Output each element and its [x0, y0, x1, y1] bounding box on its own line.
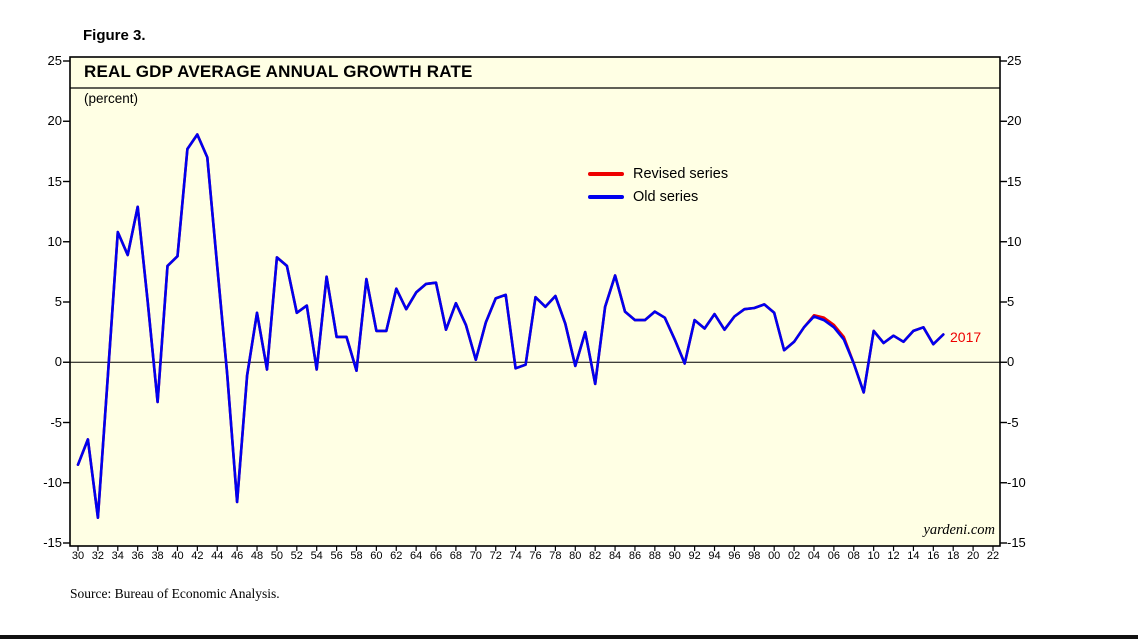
- watermark: yardeni.com: [923, 522, 995, 538]
- bottom-edge-bar: [0, 635, 1138, 639]
- legend-item-old: Old series: [588, 189, 728, 205]
- revised-series-swatch: [588, 172, 624, 176]
- chart-title: REAL GDP AVERAGE ANNUAL GROWTH RATE: [84, 62, 473, 81]
- chart-subtitle: (percent): [84, 91, 139, 106]
- legend-label-revised: Revised series: [633, 166, 729, 182]
- old-series-line: [76, 133, 945, 520]
- chart-legend: Revised series Old series: [588, 166, 728, 205]
- series-end-label: 2017: [950, 329, 982, 345]
- source-note: Source: Bureau of Economic Analysis.: [70, 586, 280, 601]
- legend-item-revised: Revised series: [588, 166, 728, 182]
- figure-label: Figure 3.: [83, 27, 146, 44]
- old-series-swatch: [588, 195, 624, 199]
- legend-label-old: Old series: [633, 189, 699, 205]
